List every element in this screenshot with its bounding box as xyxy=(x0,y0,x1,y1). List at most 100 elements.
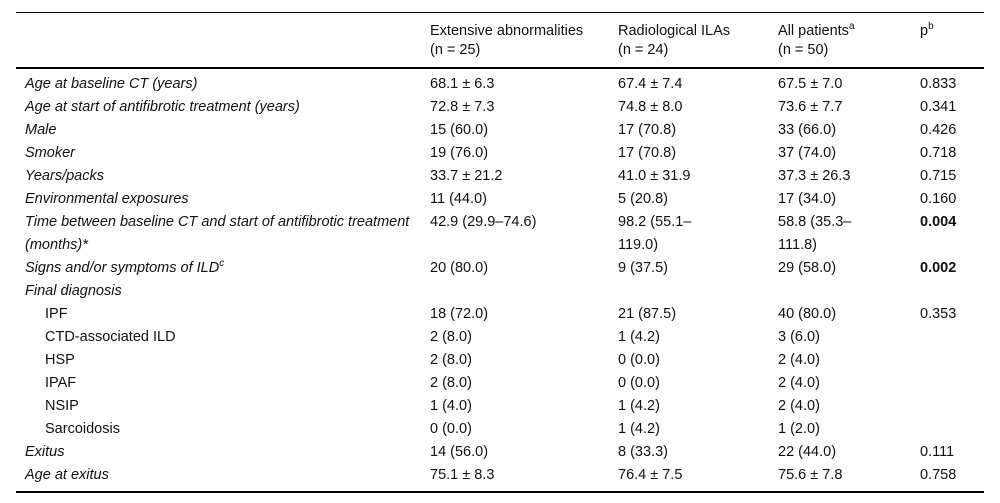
header-extensive-abnormalities: Extensive abnormalities (n = 25) xyxy=(430,12,618,69)
cell-p-value: 0.715 xyxy=(920,168,957,184)
table-row-age-baseline-ct: Age at baseline CT (years) 68.1 ± 6.3 67… xyxy=(16,68,984,96)
table-row-sarcoidosis: Sarcoidosis 0 (0.0) 1 (4.2) 1 (2.0) xyxy=(16,418,984,441)
cell-extensive: 1 (4.0) xyxy=(430,398,472,414)
table-row-age-antifibrotic-start: Age at start of antifibrotic treatment (… xyxy=(16,96,984,119)
row-label: Smoker xyxy=(25,145,75,161)
cell-p-value: 0.758 xyxy=(920,467,957,483)
cell-p-value-significant: 0.004 xyxy=(920,214,957,230)
cell-p-value: 0.341 xyxy=(920,99,957,115)
row-label: Time between baseline CT and start of an… xyxy=(25,214,410,253)
cell-extensive: 14 (56.0) xyxy=(430,444,489,460)
row-label-text: Signs and/or symptoms of ILD xyxy=(25,260,220,276)
cell-radiological: 8 (33.3) xyxy=(618,444,668,460)
cell-radiological: 0 (0.0) xyxy=(618,352,660,368)
cell-all-patients: 17 (34.0) xyxy=(778,191,837,207)
header-p-value: pb xyxy=(920,12,984,69)
cell-extensive: 72.8 ± 7.3 xyxy=(430,99,495,115)
table-row-ipaf: IPAF 2 (8.0) 0 (0.0) 2 (4.0) xyxy=(16,372,984,395)
cell-all-patients: 1 (2.0) xyxy=(778,421,820,437)
cell-extensive: 20 (80.0) xyxy=(430,260,489,276)
cell-all-patients: 58.8 (35.3–111.8) xyxy=(778,211,920,257)
header-n-count: (n = 25) xyxy=(430,42,481,58)
cell-extensive: 15 (60.0) xyxy=(430,122,489,138)
table-body: Age at baseline CT (years) 68.1 ± 6.3 67… xyxy=(16,68,984,492)
table-row-time-between-ct-treatment: Time between baseline CT and start of an… xyxy=(16,211,984,257)
characteristics-table: Extensive abnormalities (n = 25) Radiolo… xyxy=(16,12,984,493)
header-radiological-ilas: Radiological ILAs (n = 24) xyxy=(618,12,778,69)
row-label: Final diagnosis xyxy=(25,283,122,299)
cell-radiological: 74.8 ± 8.0 xyxy=(618,99,683,115)
header-n-count: (n = 50) xyxy=(778,42,829,58)
header-n-count: (n = 24) xyxy=(618,42,669,58)
table-row-age-at-exitus: Age at exitus 75.1 ± 8.3 76.4 ± 7.5 75.6… xyxy=(16,464,984,492)
row-label: Age at exitus xyxy=(25,467,109,483)
cell-all-patients: 22 (44.0) xyxy=(778,444,837,460)
cell-radiological: 98.2 (55.1–119.0) xyxy=(618,211,778,257)
cell-extensive: 2 (8.0) xyxy=(430,329,472,345)
table-row-final-diagnosis: Final diagnosis xyxy=(16,280,984,303)
table-row-ctd-associated-ild: CTD-associated ILD 2 (8.0) 1 (4.2) 3 (6.… xyxy=(16,326,984,349)
row-label: NSIP xyxy=(45,398,79,414)
cell-all-patients: 33 (66.0) xyxy=(778,122,837,138)
cell-p-value-significant: 0.002 xyxy=(920,260,957,276)
cell-all-patients: 29 (58.0) xyxy=(778,260,837,276)
cell-extensive: 2 (8.0) xyxy=(430,375,472,391)
row-label: Environmental exposures xyxy=(25,191,189,207)
cell-extensive: 68.1 ± 6.3 xyxy=(430,76,495,92)
cell-all-patients: 37 (74.0) xyxy=(778,145,837,161)
cell-all-patients: 2 (4.0) xyxy=(778,352,820,368)
cell-p-value xyxy=(920,326,984,349)
header-empty-cell xyxy=(16,12,430,69)
header-superscript: b xyxy=(928,21,934,33)
cell-radiological: 9 (37.5) xyxy=(618,260,668,276)
table-row-nsip: NSIP 1 (4.0) 1 (4.2) 2 (4.0) xyxy=(16,395,984,418)
cell-extensive: 33.7 ± 21.2 xyxy=(430,168,503,184)
cell-extensive: 19 (76.0) xyxy=(430,145,489,161)
table-row-male: Male 15 (60.0) 17 (70.8) 33 (66.0) 0.426 xyxy=(16,119,984,142)
cell-extensive: 75.1 ± 8.3 xyxy=(430,467,495,483)
cell-radiological: 1 (4.2) xyxy=(618,329,660,345)
cell-all-patients: 40 (80.0) xyxy=(778,306,837,322)
cell-p-value: 0.833 xyxy=(920,76,957,92)
cell-value: 98.2 (55.1–119.0) xyxy=(618,214,692,253)
row-label: IPAF xyxy=(45,375,77,391)
cell-radiological: 67.4 ± 7.4 xyxy=(618,76,683,92)
table-row-exitus: Exitus 14 (56.0) 8 (33.3) 22 (44.0) 0.11… xyxy=(16,441,984,464)
cell-value: 58.8 (35.3–111.8) xyxy=(778,214,852,253)
cell-all-patients: 37.3 ± 26.3 xyxy=(778,168,851,184)
cell-all-patients: 2 (4.0) xyxy=(778,375,820,391)
cell-all-patients: 67.5 ± 7.0 xyxy=(778,76,843,92)
cell-p-value: 0.160 xyxy=(920,191,957,207)
cell-p-value xyxy=(920,349,984,372)
row-label: Age at baseline CT (years) xyxy=(25,76,198,92)
cell-radiological: 0 (0.0) xyxy=(618,375,660,391)
table-row-years-packs: Years/packs 33.7 ± 21.2 41.0 ± 31.9 37.3… xyxy=(16,165,984,188)
row-label: Years/packs xyxy=(25,168,104,184)
cell-p-value: 0.353 xyxy=(920,306,957,322)
cell-radiological: 17 (70.8) xyxy=(618,122,677,138)
cell-all-patients xyxy=(778,280,920,303)
table-row-hsp: HSP 2 (8.0) 0 (0.0) 2 (4.0) xyxy=(16,349,984,372)
cell-p-value xyxy=(920,395,984,418)
row-label: Male xyxy=(25,122,57,138)
cell-all-patients: 3 (6.0) xyxy=(778,329,820,345)
cell-extensive: 2 (8.0) xyxy=(430,352,472,368)
cell-all-patients: 73.6 ± 7.7 xyxy=(778,99,843,115)
cell-extensive: 42.9 (29.9–74.6) xyxy=(430,214,537,230)
row-label: IPF xyxy=(45,306,68,322)
cell-radiological: 5 (20.8) xyxy=(618,191,668,207)
cell-radiological: 1 (4.2) xyxy=(618,421,660,437)
cell-all-patients: 2 (4.0) xyxy=(778,398,820,414)
header-label: Radiological ILAs xyxy=(618,23,731,39)
cell-p-value xyxy=(920,418,984,441)
cell-p-value xyxy=(920,372,984,395)
row-label: Age at start of antifibrotic treatment (… xyxy=(25,99,300,115)
row-label: Signs and/or symptoms of ILDc xyxy=(16,257,430,280)
cell-p-value: 0.426 xyxy=(920,122,957,138)
table-row-ipf: IPF 18 (72.0) 21 (87.5) 40 (80.0) 0.353 xyxy=(16,303,984,326)
row-label: CTD-associated ILD xyxy=(45,329,176,345)
cell-extensive: 18 (72.0) xyxy=(430,306,489,322)
cell-extensive: 11 (44.0) xyxy=(430,191,487,207)
cell-extensive: 0 (0.0) xyxy=(430,421,472,437)
cell-radiological xyxy=(618,280,778,303)
